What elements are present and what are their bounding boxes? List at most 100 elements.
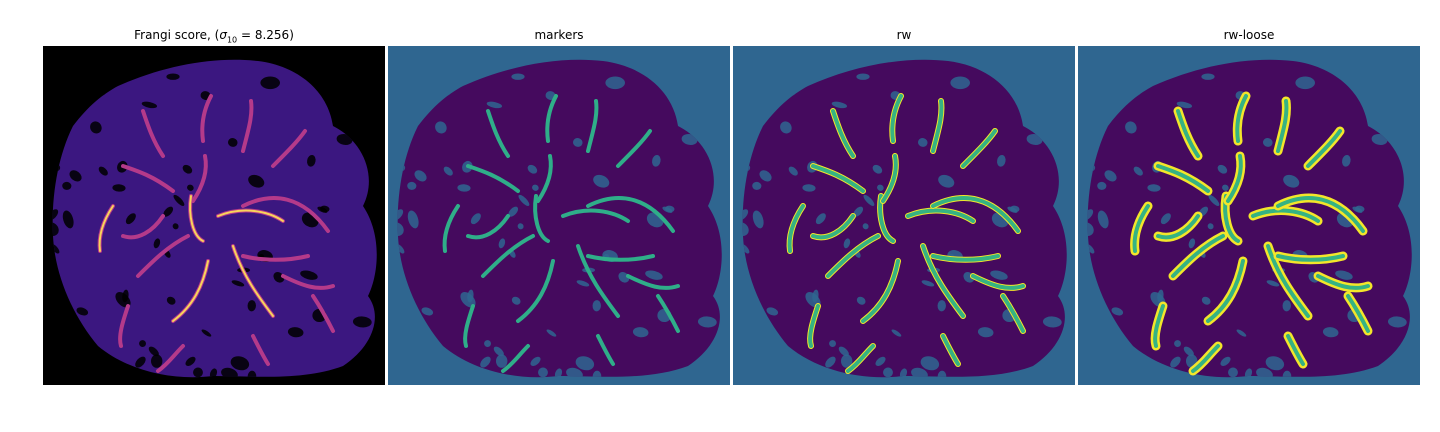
frangi-score-image [43, 46, 385, 385]
vessel-segment [890, 94, 903, 143]
tissue-gap [920, 356, 940, 371]
tissue-gap [486, 101, 503, 109]
tissue-gap [1222, 184, 1229, 191]
vessel-segment [586, 196, 675, 233]
tissue-gap [593, 174, 610, 188]
vessel-segment [931, 196, 1020, 233]
tissue-gap [766, 307, 779, 316]
tissue-gap [182, 164, 193, 174]
vessel-segment [586, 254, 655, 262]
tissue-gap [230, 356, 250, 371]
tissue-gap [336, 133, 353, 145]
vessel-image-svg [1078, 46, 1420, 385]
tissue-gap [1342, 154, 1351, 167]
tissue-gap [875, 356, 886, 366]
tissue-gap [484, 340, 492, 347]
tissue-gap [414, 170, 427, 182]
vessel-segment [1226, 154, 1243, 203]
tissue-gap [148, 346, 159, 357]
rw-image [733, 46, 1075, 385]
vessel-segment [191, 154, 208, 203]
tissue-gap [863, 194, 875, 206]
tissue-gap [632, 327, 649, 338]
vessel-segment [931, 254, 1000, 262]
tissue-gap [997, 154, 1006, 167]
vessel-segment [1153, 304, 1165, 348]
vessel-segment [536, 154, 553, 203]
vessel-segment [311, 294, 335, 333]
tissue-gap [752, 210, 764, 229]
tissue-gap [841, 354, 853, 368]
vessel-segment [561, 208, 630, 223]
tissue-gap [421, 307, 434, 316]
vessel-segment [811, 164, 865, 193]
tissue-gap [1170, 356, 1181, 368]
vessel-segment [576, 244, 620, 318]
tissue-gap [572, 138, 583, 147]
vessel-peak [98, 205, 114, 252]
markers-panel-title: markers [534, 28, 584, 42]
vessel-segment [271, 129, 307, 168]
vessel-segment [941, 334, 960, 366]
tissue-gap [1176, 101, 1193, 109]
vessel-segment [156, 344, 185, 373]
tissue-gap [62, 181, 72, 190]
vessel-segment [971, 274, 1025, 290]
vessel-peak [232, 245, 274, 317]
tissue-gap [407, 181, 417, 190]
tissue-gap [1295, 76, 1315, 90]
vessel-segment [516, 259, 555, 323]
vessel-segment [656, 294, 680, 333]
tissue-gap [831, 101, 848, 109]
tissue-gap [1097, 210, 1109, 229]
tissue-gap [697, 316, 717, 328]
vessel-segment [136, 234, 190, 278]
frangi-title-prefix: Frangi score, ( [134, 28, 220, 42]
tissue-gap [853, 206, 864, 217]
vessel-segment [1276, 254, 1345, 262]
frangi-title-subscript: 10 [226, 35, 238, 45]
tissue-gap [300, 270, 318, 280]
tissue-gap [538, 367, 548, 378]
tissue-gap [1087, 209, 1094, 221]
vessel-segment [481, 234, 535, 278]
tissue-gap [815, 213, 826, 225]
vessel-segment [486, 109, 510, 158]
vessel-segment [787, 204, 805, 253]
tissue-gap [1387, 316, 1407, 328]
tissue-gap [1042, 316, 1062, 328]
tissue-gap [1244, 368, 1253, 378]
vessel-segment [826, 234, 880, 278]
tissue-gap [135, 356, 146, 368]
vessel-segment [121, 214, 165, 240]
tissue-gap [1283, 174, 1300, 188]
tissue-gap [1266, 280, 1280, 287]
tissue-gap [891, 329, 902, 337]
tissue-gap [1160, 213, 1171, 225]
tissue-gap [260, 76, 280, 90]
vessel-segment [1156, 164, 1210, 193]
tissue-gap [843, 238, 851, 249]
tissue-gap [645, 270, 663, 280]
vessel-segment [931, 99, 944, 153]
tissue-gap [1220, 356, 1231, 366]
vessel-segment [831, 109, 855, 158]
tissue-gap [112, 184, 126, 192]
tissue-gap [899, 368, 908, 378]
vessel-segment [586, 99, 599, 153]
tissue-gap [937, 300, 946, 312]
tissue-gap [480, 356, 491, 368]
tissue-gap [681, 133, 698, 145]
tissue-gap [407, 210, 419, 229]
tissue-gap [1352, 206, 1363, 213]
tissue-gap [883, 367, 893, 378]
vessel-segment [1171, 234, 1225, 278]
tissue-gap [1208, 194, 1220, 206]
rw-loose-panel-title: rw-loose [1223, 28, 1275, 42]
tissue-gap [937, 370, 947, 378]
tissue-gap [1228, 367, 1238, 378]
tissue-gap [52, 222, 59, 237]
tissue-gap [829, 340, 837, 347]
tissue-gap [1174, 340, 1182, 347]
vessel-segment [545, 94, 558, 143]
